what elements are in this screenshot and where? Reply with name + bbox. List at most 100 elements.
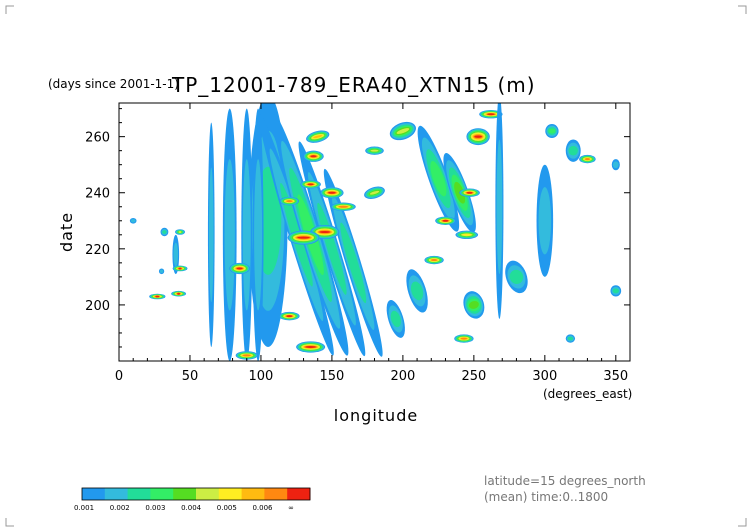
heat-feature-27: [459, 188, 480, 197]
colorbar-label: 0.004: [181, 504, 202, 512]
heat-feature-43: [611, 159, 620, 171]
contour-level-10: [177, 292, 181, 295]
contour-level-9: [242, 354, 251, 357]
heat-feature-34: [386, 300, 405, 338]
heat-feature-35: [495, 103, 504, 319]
contour-level-3: [390, 310, 401, 328]
colorbar-swatch: [241, 488, 265, 500]
colorbar-swatch: [196, 488, 220, 500]
contour-level-9: [286, 200, 293, 203]
colorbar-label: 0.006: [252, 504, 273, 512]
heat-feature-13: [279, 196, 299, 206]
title-prefix: (days since 2001-1-1): [48, 77, 179, 91]
info-latitude: latitude=15 degrees_north: [484, 474, 646, 488]
colorbar-swatch: [127, 488, 151, 500]
heat-feature-21: [364, 186, 385, 199]
contour-level-6: [369, 190, 380, 195]
heat-feature-19: [306, 130, 330, 143]
colorbar-swatch: [82, 488, 106, 500]
contour-level-10: [286, 315, 293, 318]
contour-level-6: [178, 231, 182, 233]
colorbar-swatch: [150, 488, 174, 500]
contour-level-3: [509, 269, 524, 285]
x-axis: 0 50 100 150 200 250 300 350: [115, 103, 628, 384]
contour-level-6: [370, 149, 379, 152]
corner-marks: [5, 5, 747, 527]
contour-level-2: [496, 139, 503, 275]
contour-level-10: [155, 295, 160, 298]
colorbar-swatch: [218, 488, 243, 500]
colorbar-frame: [81, 487, 311, 501]
heat-feature-30: [455, 230, 479, 240]
contour-level-5: [468, 300, 479, 309]
contour-level-6: [396, 128, 410, 134]
x-tick-label: 0: [115, 369, 123, 384]
contour-level-10: [319, 230, 331, 234]
heat-feature-7: [323, 168, 383, 357]
contour-level-10: [442, 219, 449, 222]
contour-level-2: [538, 187, 552, 255]
x-tick-label: 250: [461, 369, 486, 384]
contour-level-9: [338, 205, 348, 208]
heat-feature-8: [310, 224, 340, 240]
heat-feature-26: [479, 110, 503, 119]
contour-level-9: [585, 158, 590, 161]
x-tick-label: 50: [182, 369, 199, 384]
heat-feature-36: [505, 260, 528, 294]
heat-feature-11: [330, 202, 356, 211]
heat-feature-31: [463, 291, 485, 319]
heat-feature-16: [296, 341, 326, 353]
colorbar-label: ∞: [288, 504, 294, 512]
x-tick-label: 150: [320, 369, 345, 384]
colorbar-swatch: [264, 488, 288, 500]
contour-level-10: [466, 191, 473, 194]
contour-level-4: [430, 161, 447, 197]
chart-title: TP_12001-789_ERA40_XTN15 (m): [171, 73, 536, 97]
heat-feature-15: [279, 311, 300, 321]
contour-level-2: [208, 167, 214, 303]
heat-feature-20: [365, 146, 384, 155]
contour-level-3: [410, 281, 424, 301]
contour-level-10: [474, 135, 482, 138]
contour-level-4: [548, 128, 556, 134]
colorbar-label: 0.002: [110, 504, 130, 512]
heat-feature-25: [466, 128, 490, 146]
heat-feature-44: [172, 234, 180, 275]
x-tick-label: 200: [390, 369, 415, 384]
contour-level-8: [313, 135, 323, 139]
colorbar-swatch: [173, 488, 197, 500]
heat-feature-10: [320, 187, 344, 199]
contour-level-3: [340, 222, 367, 304]
contour-level-2: [173, 242, 179, 267]
colorbar-label: 0.005: [217, 504, 237, 512]
contour-level-9: [460, 337, 467, 340]
contour-level-10: [328, 191, 336, 194]
contour-level-9: [431, 259, 438, 262]
colorbar-label: 0.003: [145, 504, 165, 512]
contour-level-3: [162, 230, 167, 234]
x-units-label: (degrees_east): [543, 387, 632, 401]
contour-level-2: [242, 159, 251, 311]
heat-feature-49: [160, 227, 169, 237]
heat-feature-46: [171, 290, 187, 297]
contour-level-10: [178, 267, 182, 270]
info-time: (mean) time:0..1800: [484, 490, 608, 504]
x-tick-label: 100: [249, 369, 274, 384]
heat-feature-12: [300, 180, 321, 189]
heat-feature-39: [579, 154, 596, 164]
contour-level-10: [487, 113, 495, 116]
heatmap-field: [129, 103, 622, 361]
colorbar-swatch: [287, 488, 311, 500]
heat-feature-37: [536, 164, 554, 277]
heat-feature-3: [252, 108, 264, 361]
contour-level-2: [254, 159, 263, 311]
contour-level-7: [461, 233, 472, 236]
contour-level-3: [612, 288, 619, 294]
heat-feature-41: [565, 334, 576, 343]
heat-feature-14: [229, 262, 250, 275]
y-tick-label: 260: [85, 131, 110, 146]
heat-feature-22: [389, 121, 416, 141]
heat-feature-48: [149, 293, 166, 300]
y-tick-label: 220: [85, 243, 110, 258]
heat-feature-32: [454, 334, 474, 343]
